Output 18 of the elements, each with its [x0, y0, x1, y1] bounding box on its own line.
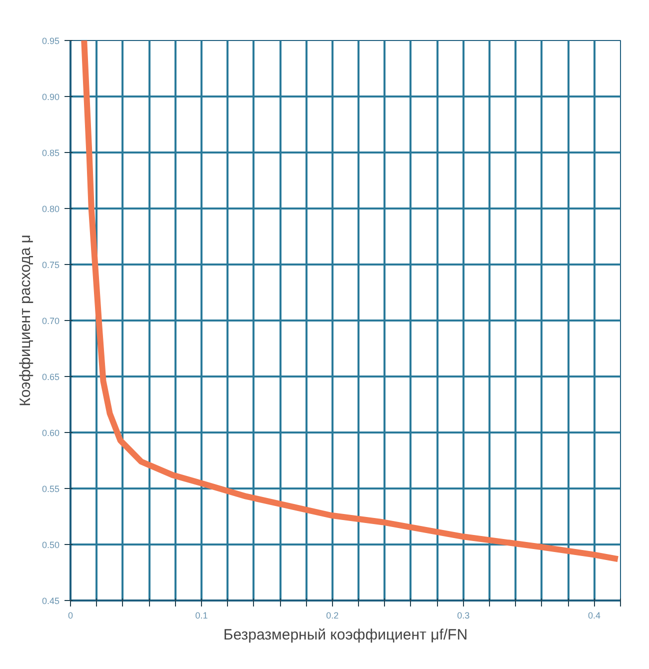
y-tick-label: 0.80	[42, 204, 60, 214]
y-tick-label: 0.55	[42, 484, 60, 494]
x-tick-label: 0.2	[326, 610, 339, 620]
y-tick-label: 0.65	[42, 372, 60, 382]
x-axis-title: Безразмерный коэффициент μf/FN	[223, 626, 468, 644]
y-tick-label: 0.45	[42, 596, 60, 606]
y-tick-label: 0.95	[42, 36, 60, 46]
y-tick-label: 0.85	[42, 148, 60, 158]
y-axis-title: Коэффициент расхода μ	[16, 234, 34, 406]
y-tick-label: 0.70	[42, 316, 60, 326]
y-tick-label: 0.50	[42, 540, 60, 550]
x-tick-label: 0.3	[457, 610, 470, 620]
x-tick-label: 0	[68, 610, 74, 620]
x-tick-label: 0.4	[588, 610, 601, 620]
y-tick-label: 0.75	[42, 260, 60, 270]
y-tick-label: 0.60	[42, 428, 60, 438]
x-tick-label: 0.1	[195, 610, 208, 620]
y-tick-label: 0.90	[42, 92, 60, 102]
